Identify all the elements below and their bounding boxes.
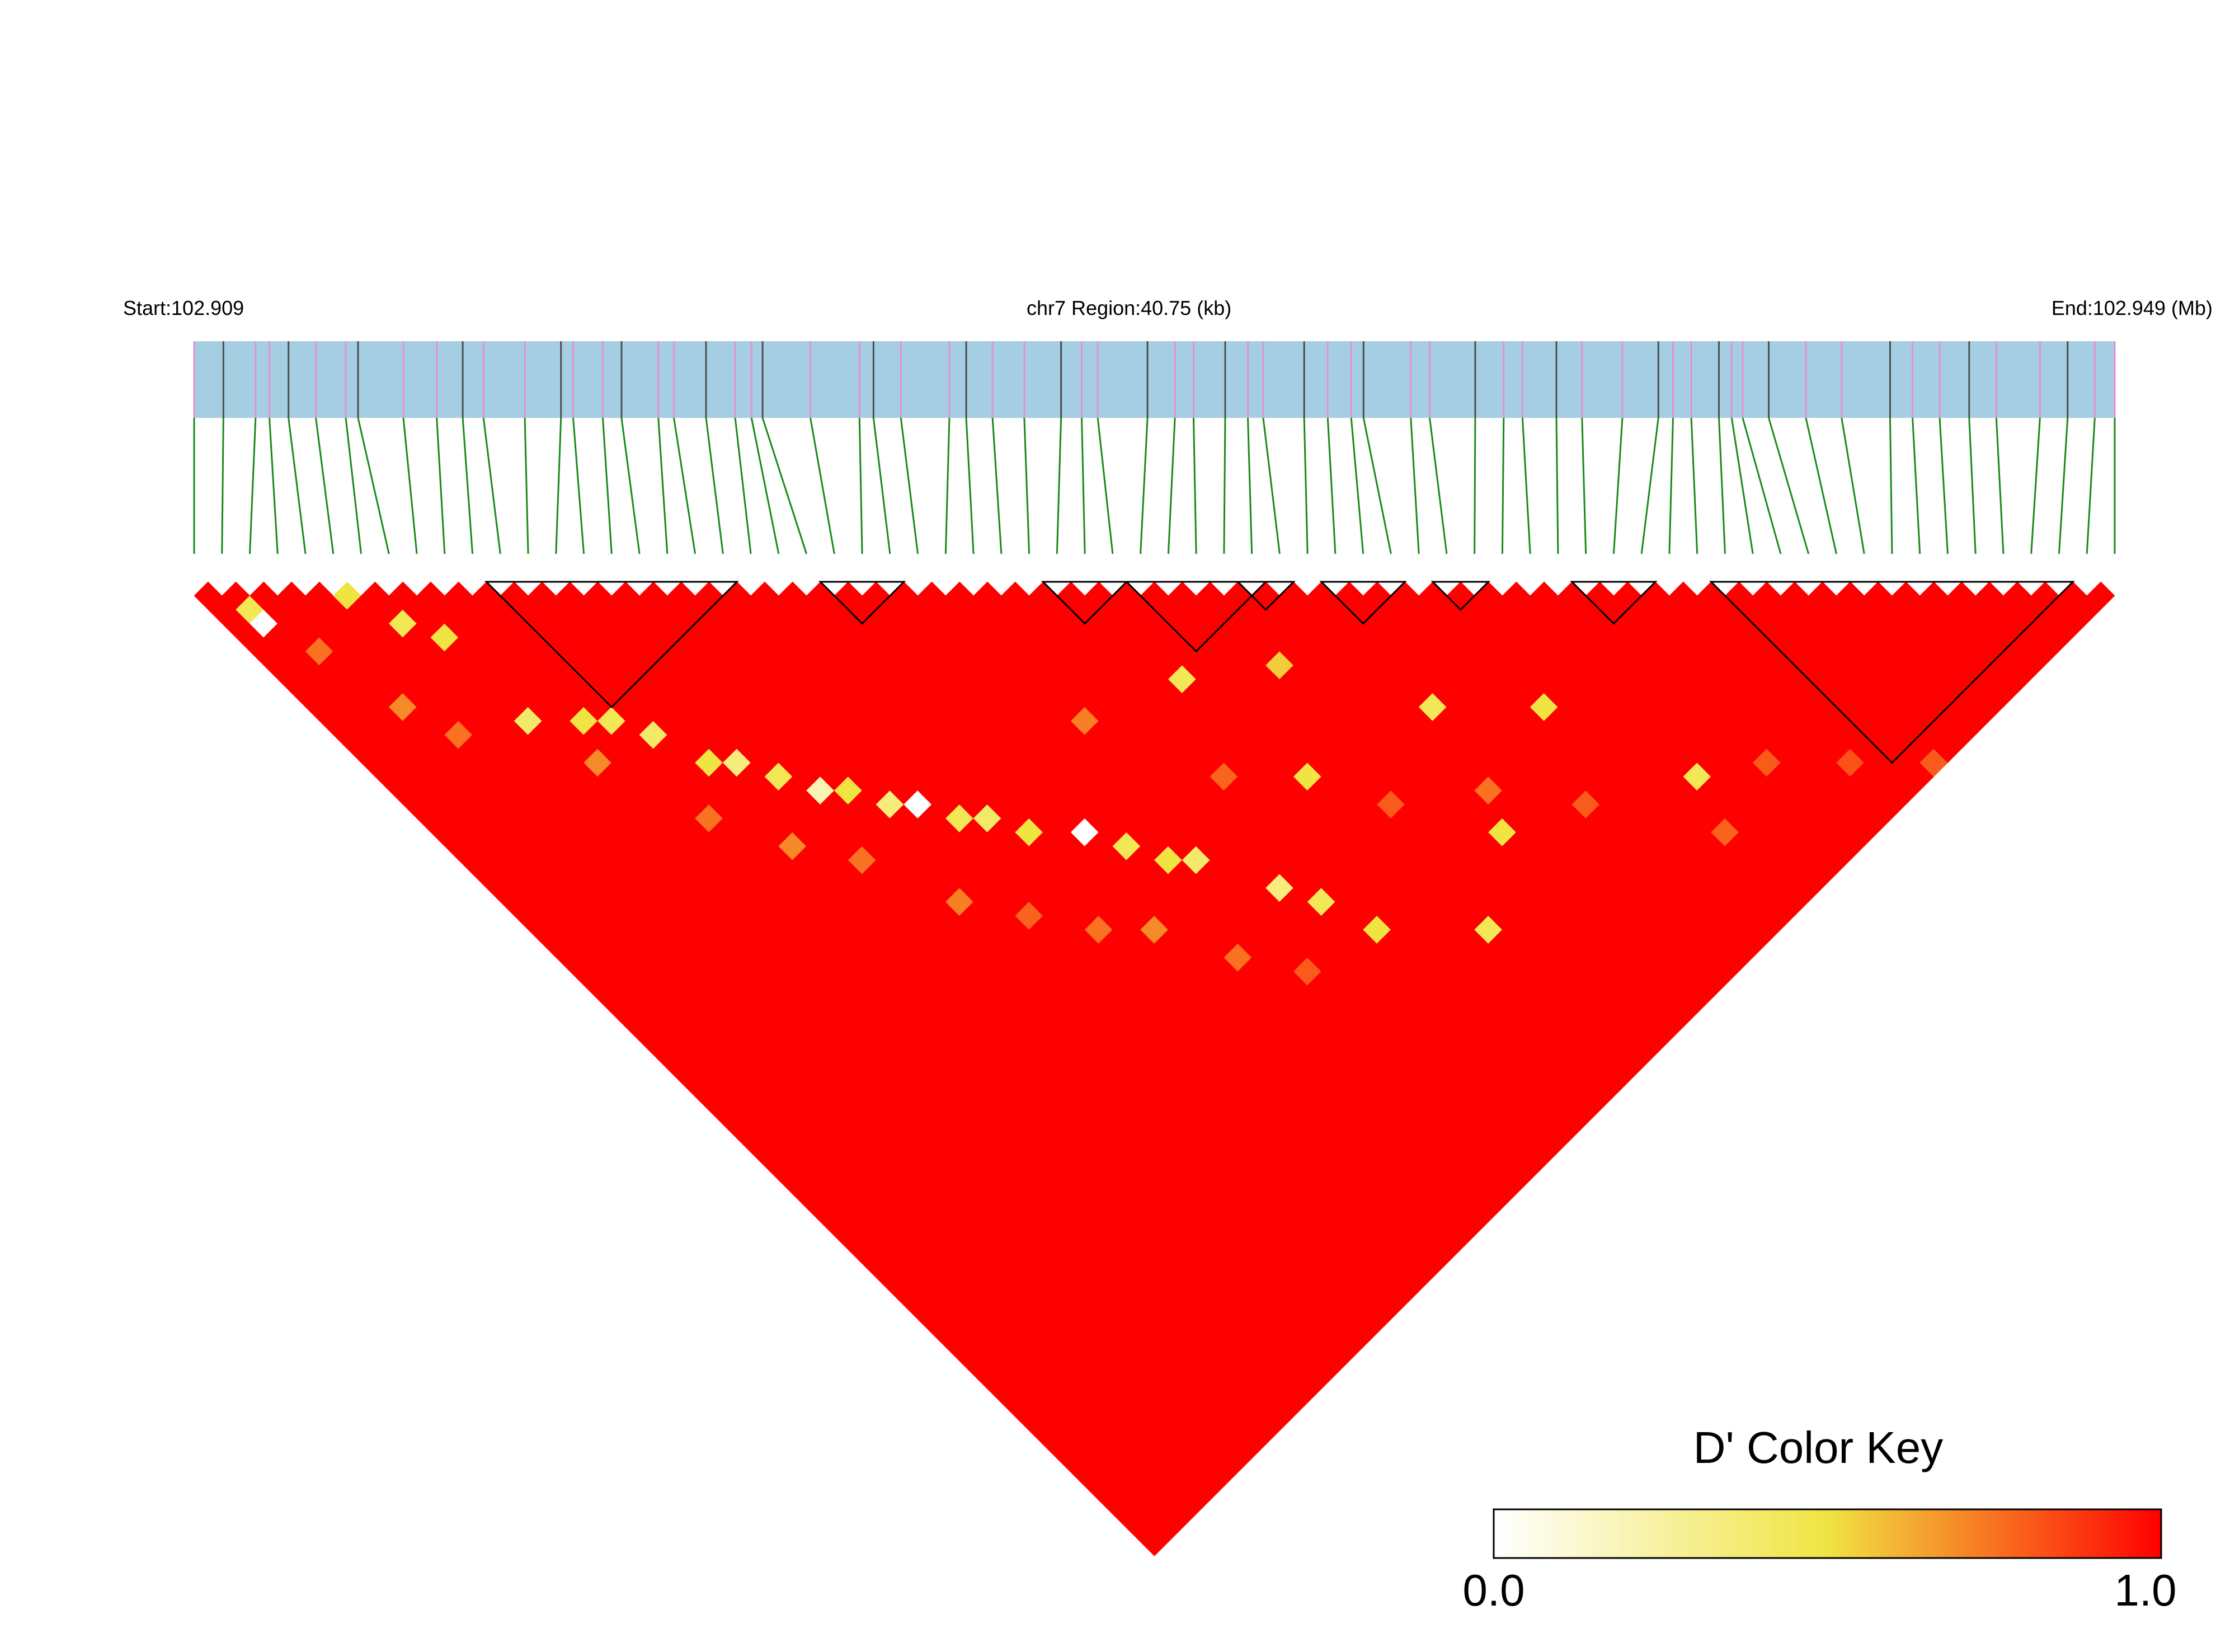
- snp-connector-line: [1690, 417, 1698, 554]
- haplotype-block-outline: [1319, 581, 1407, 625]
- snp-connector-line: [1140, 417, 1149, 554]
- snp-connector-line: [1192, 417, 1197, 554]
- snp-connector-line: [1555, 417, 1559, 554]
- start-label: Start:102.909: [123, 296, 244, 319]
- snp-connector-line: [1742, 417, 1782, 554]
- snp-connector-line: [1521, 417, 1531, 554]
- snp-connector-line: [1246, 417, 1253, 554]
- snp-connector-line: [1429, 417, 1448, 554]
- snp-connector-line: [1223, 417, 1226, 554]
- snp-connector-line: [524, 417, 529, 554]
- haplotype-block-outline: [1236, 581, 1296, 611]
- snp-ticks: [193, 341, 2116, 418]
- snp-connector-line: [1841, 417, 1865, 554]
- snp-connector-line: [858, 417, 863, 554]
- snp-connector-line: [1362, 417, 1392, 554]
- snp-connector-line: [750, 417, 780, 554]
- snp-connector-line: [1023, 417, 1031, 554]
- haplotype-block-outline: [1570, 581, 1658, 625]
- snp-connector-line: [436, 417, 446, 554]
- snp-connector-line: [1167, 417, 1176, 554]
- snp-connector-line: [872, 417, 891, 554]
- snp-connector-line: [705, 417, 724, 554]
- snp-connector-line: [944, 417, 951, 554]
- snp-connector-line: [249, 417, 257, 554]
- region-bar: [194, 341, 2115, 418]
- snp-connector-line: [315, 417, 335, 554]
- snp-connectors: [193, 417, 2116, 554]
- snp-connector-line: [900, 417, 919, 554]
- snp-connector-line: [1805, 417, 1837, 554]
- snp-connector-line: [357, 417, 390, 554]
- snp-connector-line: [1668, 417, 1674, 554]
- snp-connector-line: [345, 417, 363, 554]
- color-key-min-label: 0.0: [1462, 1565, 1524, 1615]
- snp-connector-line: [402, 417, 418, 554]
- snp-connector-line: [1640, 417, 1659, 554]
- snp-connector-line: [1995, 417, 2005, 554]
- snp-connector-line: [572, 417, 585, 554]
- snp-connector-line: [1303, 417, 1309, 554]
- color-key: D' Color Key 0.0 1.0: [1462, 1423, 2176, 1615]
- snp-connector-line: [269, 417, 279, 554]
- snp-connector-line: [1889, 417, 1893, 554]
- snp-connector-line: [482, 417, 501, 554]
- snp-connector-line: [462, 417, 474, 554]
- haplotype-block-outline: [1709, 581, 2075, 764]
- snp-connector-line: [620, 417, 641, 554]
- snp-connector-line: [965, 417, 975, 554]
- haplotype-block-outline: [1124, 581, 1268, 653]
- snp-connector-line: [1768, 417, 1810, 554]
- snp-connector-line: [1326, 417, 1337, 554]
- snp-connector-line: [1730, 417, 1754, 554]
- haplotype-blocks: [484, 581, 2075, 764]
- snp-connector-line: [1912, 417, 1921, 554]
- snp-connector-line: [673, 417, 697, 554]
- haplotype-block-outline: [1041, 581, 1129, 625]
- snp-connector-line: [288, 417, 307, 554]
- end-label: End:102.949 (Mb): [2052, 296, 2213, 319]
- region-track: [193, 341, 2116, 418]
- snp-connector-line: [221, 417, 224, 554]
- snp-connector-line: [1968, 417, 1977, 554]
- snp-connector-line: [601, 417, 613, 554]
- ld-cells: [194, 581, 2115, 1556]
- snp-connector-line: [555, 417, 562, 554]
- snp-connector-line: [657, 417, 669, 554]
- snp-connector-line: [1410, 417, 1420, 554]
- snp-connector-line: [1612, 417, 1624, 554]
- color-key-max-label: 1.0: [2114, 1565, 2176, 1615]
- region-label: chr7 Region:40.75 (kb): [1027, 296, 1231, 319]
- haplotype-block-outline: [484, 581, 739, 709]
- color-key-title: D' Color Key: [1693, 1423, 1944, 1472]
- snp-connector-line: [1581, 417, 1587, 554]
- snp-connector-line: [1097, 417, 1114, 554]
- snp-connector-line: [810, 417, 835, 554]
- haplotype-block-outline: [818, 581, 906, 625]
- snp-connector-line: [1080, 417, 1086, 554]
- snp-connector-line: [2086, 417, 2096, 554]
- snp-connector-line: [1262, 417, 1281, 554]
- snp-connector-line: [734, 417, 752, 554]
- color-key-bar: [1493, 1508, 2162, 1559]
- ld-cell: [2086, 581, 2115, 610]
- snp-connector-line: [2030, 417, 2041, 554]
- snp-connector-line: [1501, 417, 1505, 554]
- snp-connector-line: [991, 417, 1003, 554]
- snp-connector-line: [1938, 417, 1949, 554]
- snp-connector-line: [1350, 417, 1364, 554]
- haplotype-block-outline: [1431, 581, 1491, 611]
- snp-connector-line: [1056, 417, 1062, 554]
- snp-connector-line: [1718, 417, 1726, 554]
- snp-connector-line: [761, 417, 808, 554]
- snp-connector-line: [2058, 417, 2069, 554]
